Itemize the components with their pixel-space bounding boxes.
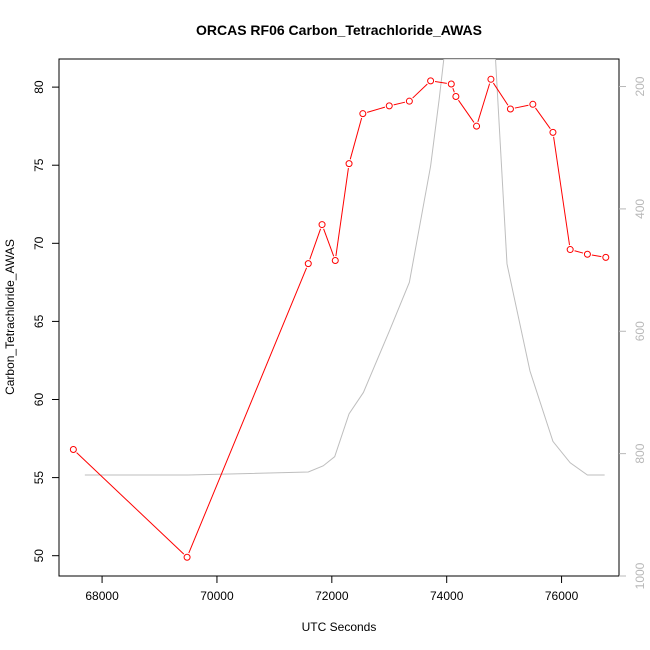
- primary-series-segment: [591, 254, 602, 258]
- y2-tick-label: 600: [633, 321, 647, 341]
- primary-series-segment: [335, 168, 349, 257]
- primary-series-point: [583, 250, 591, 258]
- x-tick-label: 72000: [315, 589, 349, 603]
- primary-series-point: [447, 80, 455, 88]
- y2-tick-label: 1000: [633, 562, 647, 589]
- y2-tick-label: 400: [633, 199, 647, 219]
- primary-series-segment: [188, 267, 308, 554]
- plot-frame: [58, 58, 620, 577]
- x-tick-label: 74000: [430, 589, 464, 603]
- x-tick-label: 68000: [85, 589, 119, 603]
- y-tick-label: 75: [32, 158, 46, 172]
- y-tick-label: 60: [32, 393, 46, 407]
- primary-series-segment: [349, 117, 363, 160]
- series-layer: [69, 59, 610, 561]
- primary-series-point: [427, 77, 435, 85]
- y-tick-label: 70: [32, 236, 46, 250]
- primary-series-segment: [477, 83, 491, 123]
- x-axis-label: UTC Seconds: [302, 620, 377, 634]
- y-tick-label: 80: [32, 80, 46, 94]
- primary-series-segment: [309, 228, 322, 260]
- primary-series-segment: [393, 101, 406, 106]
- primary-series-point: [529, 100, 537, 108]
- primary-series-segment: [434, 81, 447, 84]
- primary-series-segment: [574, 250, 584, 254]
- y-axis-label: Carbon_Tetrachloride_AWAS: [3, 239, 17, 395]
- primary-series-point: [304, 260, 312, 268]
- primary-series-segment: [458, 99, 475, 123]
- primary-series-point: [452, 92, 460, 100]
- primary-series-segment: [412, 83, 428, 99]
- primary-series-point: [183, 553, 191, 561]
- primary-series-point: [602, 253, 610, 261]
- primary-series-point: [318, 221, 326, 229]
- y-tick-label: 55: [32, 471, 46, 485]
- y2-tick-label: 800: [633, 443, 647, 463]
- secondary-series-line: [84, 59, 605, 476]
- primary-series-point: [566, 246, 574, 254]
- primary-series-segment: [514, 104, 529, 109]
- primary-series-point: [405, 97, 413, 105]
- axes: 68000 70000 72000 74000 76000 50 55 60 65 70 75 80 2…: [32, 76, 647, 603]
- primary-series-point: [345, 160, 353, 168]
- y2-tick-label: 200: [633, 76, 647, 96]
- x-tick-label: 76000: [545, 589, 579, 603]
- primary-series-point: [359, 110, 367, 118]
- x-tick-label: 70000: [200, 589, 234, 603]
- primary-series-segment: [323, 228, 335, 257]
- primary-series-point: [487, 75, 495, 83]
- primary-series-segment: [553, 136, 571, 246]
- primary-series-point: [506, 105, 514, 113]
- primary-series-segment: [452, 88, 455, 93]
- primary-series-point: [473, 122, 481, 130]
- primary-series-point: [549, 128, 557, 136]
- primary-series-segment: [76, 452, 185, 555]
- primary-series-point: [385, 102, 393, 110]
- primary-series-segment: [367, 106, 386, 113]
- primary-series-point: [69, 445, 77, 453]
- chart-title: ORCAS RF06 Carbon_Tetrachloride_AWAS: [196, 22, 482, 38]
- y-tick-label: 65: [32, 314, 46, 328]
- y-tick-label: 50: [32, 549, 46, 563]
- primary-series-point: [331, 256, 339, 264]
- primary-series-segment: [535, 107, 551, 130]
- primary-series-segment: [492, 82, 509, 106]
